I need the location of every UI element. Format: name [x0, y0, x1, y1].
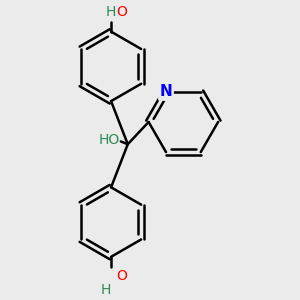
Text: H: H: [101, 283, 111, 297]
Text: O: O: [116, 269, 127, 283]
Text: N: N: [160, 84, 172, 99]
Text: O: O: [116, 5, 127, 19]
Text: HO: HO: [98, 133, 119, 147]
Text: H: H: [106, 5, 116, 19]
